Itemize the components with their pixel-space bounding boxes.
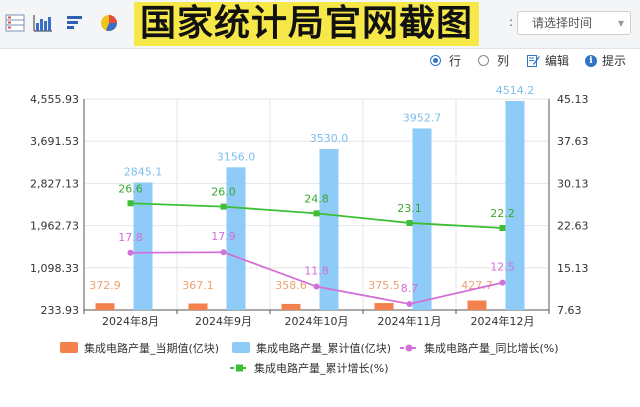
data-label-cumulative: 2845.1 [124,166,163,179]
bar-cumulative [226,167,246,310]
cum-growth-point [127,200,134,207]
edit-label: 编辑 [545,54,570,68]
row-option[interactable]: 行 [430,52,461,69]
bar-cumulative [412,128,432,310]
legend-label: 集成电路产量_当期值(亿块) [84,341,219,355]
cum-growth-label: 22.2 [490,207,515,220]
chevron-down-icon: ▾ [617,16,624,30]
hint-label: 提示 [602,54,627,68]
cum-growth-label: 26.0 [211,186,236,199]
cum-growth-label: 23.1 [397,202,422,215]
data-label-cumulative: 3530.0 [310,132,349,145]
legend-label: 集成电路产量_累计值(亿块) [256,341,391,355]
yoy-label: 11.8 [304,265,329,278]
legend-label: 集成电路产量_累计增长(%) [254,361,389,375]
legend-marker [405,344,413,352]
cum-growth-label: 24.8 [304,192,329,205]
right-tick-label: 37.63 [557,135,589,148]
x-tick-label: 2024年8月 [102,314,159,328]
bar-cumulative [319,149,339,310]
x-tick-label: 2024年9月 [195,314,252,328]
pie-chart-icon[interactable] [98,12,120,34]
table-icon[interactable] [4,12,26,34]
bar-current [374,303,394,310]
yoy-point [220,249,227,256]
right-tick-label: 7.63 [557,304,582,317]
right-tick-label: 45.13 [557,93,589,106]
edit-icon [527,55,540,67]
col-option-label: 列 [497,54,510,68]
yoy-label: 17.9 [211,230,236,243]
horizontal-bar-icon[interactable] [64,12,86,34]
x-tick-label: 2024年11月 [378,314,442,328]
cum-growth-label: 26.6 [118,182,143,195]
right-tick-label: 15.13 [557,262,589,275]
yoy-point [406,300,413,307]
bar-cumulative [505,101,525,310]
data-label-current: 372.9 [89,279,121,292]
col-option[interactable]: 列 [478,52,509,69]
data-label-cumulative: 3952.7 [403,111,442,124]
banner-caption: 国家统计局官网截图 [134,2,480,46]
bar-cumulative [133,182,153,310]
bar-current [188,303,208,310]
bar-current [467,300,487,310]
right-tick-label: 22.63 [557,220,589,233]
yoy-label: 8.7 [401,282,419,295]
cum-growth-point [220,203,227,210]
yoy-label: 17.8 [118,231,143,244]
x-tick-label: 2024年12月 [471,314,535,328]
x-tick-label: 2024年10月 [285,314,349,328]
left-tick-label: 4,555.93 [30,93,79,106]
left-tick-label: 1,098.33 [30,262,79,275]
bar-current [281,303,301,310]
hint-button[interactable]: i 提示 [585,52,626,69]
edit-button[interactable]: 编辑 [527,52,569,69]
bar-current [95,303,115,310]
right-tick-label: 30.13 [557,177,589,190]
time-select-placeholder: 请选择时间 [532,16,593,30]
left-tick-label: 2,827.13 [30,177,79,190]
data-label-current: 358.6 [275,279,307,292]
row-radio[interactable] [430,55,441,66]
legend-label: 集成电路产量_同比增长(%) [424,341,559,355]
legend-swatch [60,342,78,353]
row-option-label: 行 [449,54,462,68]
legend-marker [236,364,243,372]
yoy-point [313,283,320,290]
cum-growth-point [406,219,413,226]
data-label-current: 367.1 [182,279,214,292]
data-label-current: 427.7 [461,279,493,292]
cum-growth-point [499,225,506,232]
data-label-cumulative: 3156.0 [217,150,256,163]
colon-label: : [509,15,514,29]
toolbar: 国家统计局官网截图 : 请选择时间 ▾ [0,0,640,49]
cum-growth-point [313,210,320,217]
data-label-current: 375.5 [368,279,400,292]
legend-swatch [232,342,250,353]
time-select[interactable]: 请选择时间 ▾ [517,11,631,35]
yoy-label: 12.5 [490,261,515,274]
yoy-point [127,249,134,256]
yoy-point [499,279,506,286]
data-label-cumulative: 4514.2 [496,84,535,97]
left-tick-label: 1,962.73 [30,220,79,233]
left-tick-label: 3,691.53 [30,135,79,148]
left-tick-label: 233.93 [41,304,80,317]
bar-chart-icon[interactable] [32,12,54,34]
col-radio[interactable] [478,55,489,66]
info-icon: i [585,54,597,67]
